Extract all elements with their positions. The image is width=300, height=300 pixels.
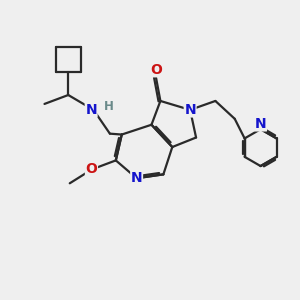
- Text: N: N: [255, 117, 266, 131]
- Text: H: H: [104, 100, 114, 113]
- Text: N: N: [131, 171, 142, 185]
- Text: O: O: [150, 63, 162, 77]
- Text: N: N: [184, 103, 196, 117]
- Text: N: N: [85, 103, 97, 117]
- Text: O: O: [85, 162, 98, 176]
